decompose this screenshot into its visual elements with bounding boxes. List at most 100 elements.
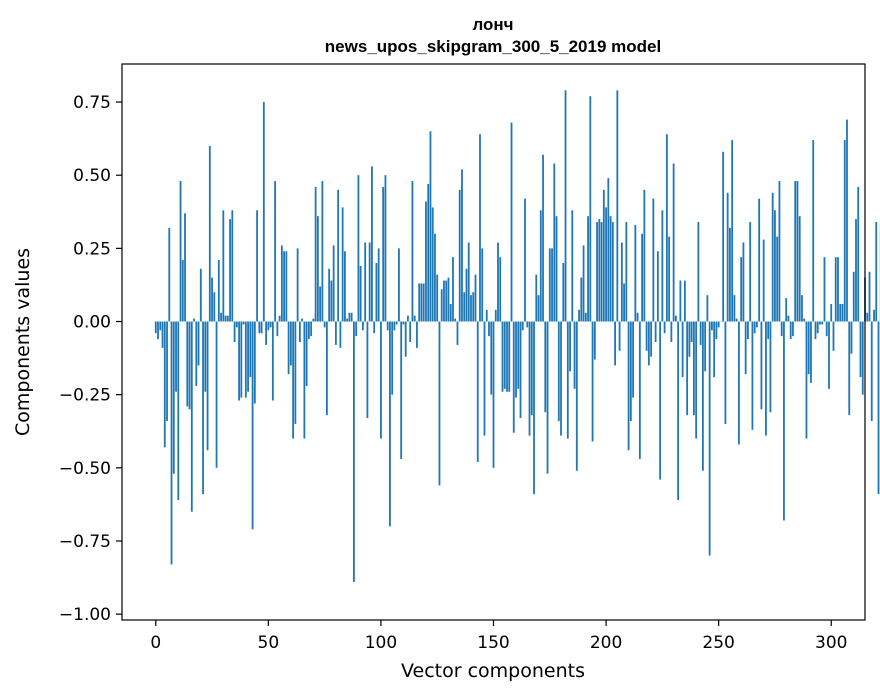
bar xyxy=(316,216,319,322)
bar xyxy=(679,280,682,322)
bar xyxy=(168,227,171,322)
bar xyxy=(353,321,355,582)
bar xyxy=(271,321,274,401)
bar xyxy=(839,303,842,322)
bar xyxy=(846,119,848,322)
bar xyxy=(569,321,571,372)
bar xyxy=(625,222,628,322)
bar xyxy=(181,260,184,322)
bar xyxy=(253,321,256,404)
bar xyxy=(708,321,711,556)
bar xyxy=(244,321,247,398)
bar xyxy=(296,248,299,322)
bar xyxy=(776,236,779,322)
bar xyxy=(873,309,875,322)
x-tick-label: 0 xyxy=(150,633,161,653)
bar xyxy=(204,321,207,392)
bar xyxy=(380,321,382,439)
bar xyxy=(780,321,783,337)
bar xyxy=(472,292,475,322)
bar xyxy=(456,321,459,345)
bar xyxy=(319,286,322,322)
bar xyxy=(620,242,623,322)
bar xyxy=(467,242,470,322)
bar xyxy=(530,321,533,416)
bar xyxy=(425,201,427,322)
bar xyxy=(512,321,515,433)
bar xyxy=(238,321,240,401)
bar xyxy=(686,321,689,416)
bar xyxy=(801,295,803,322)
bar xyxy=(749,222,752,322)
bar xyxy=(465,268,468,322)
bar xyxy=(332,245,335,322)
bar xyxy=(796,181,799,322)
bar xyxy=(298,321,301,342)
bar xyxy=(623,283,625,322)
x-axis-label: Vector components xyxy=(401,660,585,682)
bar xyxy=(294,321,297,424)
bar xyxy=(762,239,765,322)
bar xyxy=(600,222,603,322)
bar xyxy=(769,321,772,413)
bar xyxy=(562,262,565,322)
bar xyxy=(411,181,414,322)
bar xyxy=(188,321,191,410)
bar xyxy=(285,251,288,322)
bar xyxy=(409,321,412,342)
bar xyxy=(474,274,477,322)
bar xyxy=(555,216,558,322)
bar xyxy=(767,321,770,340)
bar xyxy=(235,321,238,328)
bar xyxy=(344,251,346,322)
bar xyxy=(560,321,562,436)
bar xyxy=(368,242,371,322)
bar xyxy=(280,245,283,322)
bar xyxy=(310,321,313,337)
bar xyxy=(256,210,258,322)
bar xyxy=(783,321,785,521)
bar xyxy=(431,207,434,322)
y-axis-label: Components values xyxy=(12,248,34,436)
bar xyxy=(611,222,614,322)
bar xyxy=(362,321,364,331)
bar xyxy=(807,321,810,375)
bar xyxy=(517,321,520,389)
bar xyxy=(704,321,707,372)
bar xyxy=(805,321,808,439)
bar xyxy=(674,315,677,322)
bar xyxy=(593,321,596,360)
bar xyxy=(166,321,168,422)
bar xyxy=(724,321,727,424)
bar xyxy=(602,189,605,322)
bar xyxy=(402,321,405,325)
bar xyxy=(436,274,439,322)
x-tick-label: 250 xyxy=(702,633,734,653)
bar xyxy=(382,186,385,322)
chart-title: лонч xyxy=(472,15,513,34)
bar xyxy=(515,321,517,398)
bar xyxy=(661,210,664,322)
y-tick-label: 0.50 xyxy=(73,166,111,186)
bar xyxy=(195,321,198,386)
bar xyxy=(267,321,270,331)
bar xyxy=(172,321,175,474)
bar xyxy=(830,303,833,322)
bar xyxy=(371,166,373,322)
bar xyxy=(636,312,639,322)
bar xyxy=(852,271,855,322)
bar xyxy=(193,318,195,322)
bar xyxy=(391,321,394,395)
bar xyxy=(535,274,538,322)
bar xyxy=(634,224,637,322)
bar xyxy=(395,321,398,325)
bar xyxy=(312,318,315,322)
bar xyxy=(731,140,734,322)
x-tick-label: 150 xyxy=(477,633,509,653)
bar xyxy=(609,216,612,322)
bar xyxy=(427,183,430,322)
bar xyxy=(551,248,553,322)
plot-frame xyxy=(121,63,866,621)
bar xyxy=(247,321,249,392)
